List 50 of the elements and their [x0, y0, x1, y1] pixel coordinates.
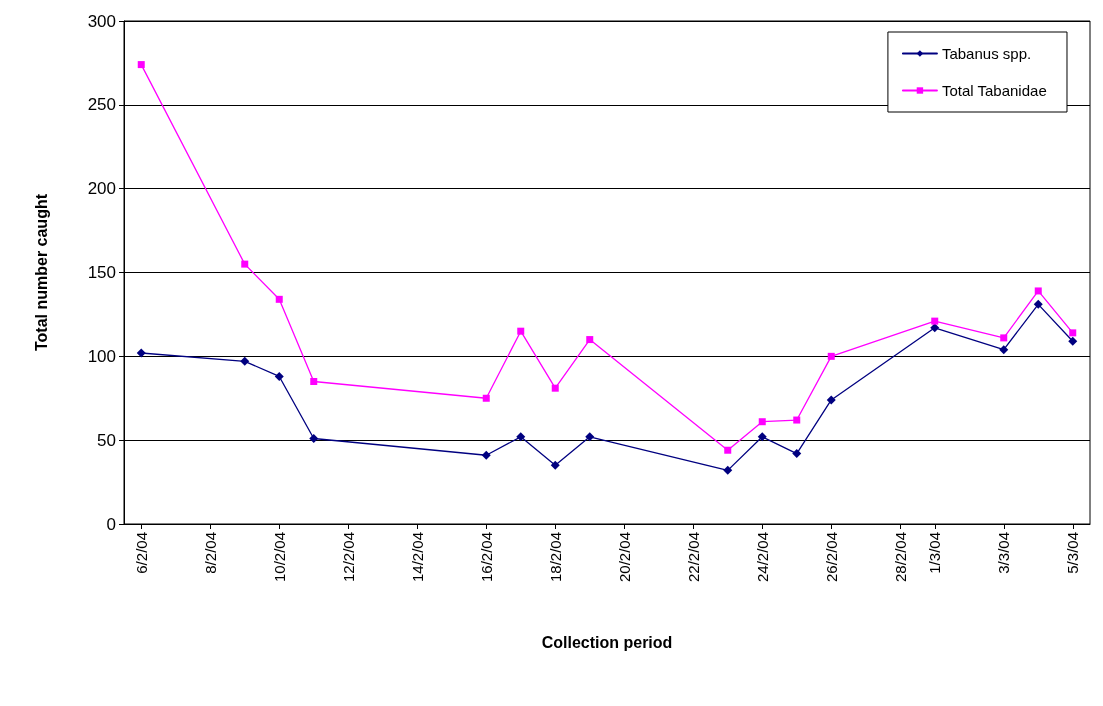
y-tick-label: 250 — [87, 95, 116, 115]
x-tick-label: 14/2/04 — [408, 532, 426, 583]
point — [137, 61, 145, 69]
point — [240, 356, 250, 366]
x-tick-label: 20/2/04 — [615, 532, 633, 583]
x-tick-label: 5/3/04 — [1064, 532, 1082, 574]
point — [136, 348, 146, 358]
x-tick-label: 10/2/04 — [270, 532, 288, 583]
point — [586, 336, 594, 344]
point — [482, 394, 490, 402]
point — [310, 377, 318, 385]
point — [516, 432, 526, 442]
y-tick-label: 50 — [97, 430, 116, 450]
point — [241, 260, 249, 268]
y-tick-label: 300 — [87, 11, 116, 31]
x-tick-label: 24/2/04 — [753, 532, 771, 583]
x-tick-label: 18/2/04 — [546, 532, 564, 583]
point — [792, 449, 802, 459]
x-tick-label: 6/2/04 — [132, 532, 150, 574]
y-tick-label: 150 — [87, 263, 116, 282]
x-tick-label: 16/2/04 — [477, 532, 495, 583]
x-tick-label: 26/2/04 — [822, 532, 840, 583]
y-tick-label: 100 — [87, 346, 116, 366]
x-axis-title: Collection period — [541, 633, 673, 651]
point — [827, 352, 835, 360]
point — [551, 384, 559, 392]
x-tick-label: 3/3/04 — [995, 532, 1013, 574]
point — [274, 371, 284, 381]
point — [309, 433, 319, 443]
point — [550, 460, 560, 470]
point — [758, 418, 766, 426]
x-tick-label: 22/2/04 — [684, 532, 702, 583]
point — [793, 416, 801, 424]
point — [724, 446, 732, 454]
x-tick-label: 12/2/04 — [339, 532, 357, 583]
x-tick-label: 8/2/04 — [201, 532, 219, 574]
y-tick-label: 0 — [106, 514, 116, 534]
point — [757, 432, 767, 442]
point — [481, 450, 491, 460]
legend-label: Tabanus spp. — [941, 45, 1032, 62]
point — [723, 465, 733, 475]
point — [275, 295, 283, 303]
y-axis-title: Total number caught — [32, 193, 50, 352]
point — [826, 395, 836, 405]
x-tick-label: 28/2/04 — [891, 532, 909, 583]
y-tick-label: 200 — [87, 179, 116, 199]
point — [517, 327, 525, 335]
point — [585, 432, 595, 442]
legend-label: Total Tabanidae — [941, 82, 1047, 99]
x-tick-label: 1/3/04 — [926, 532, 944, 574]
